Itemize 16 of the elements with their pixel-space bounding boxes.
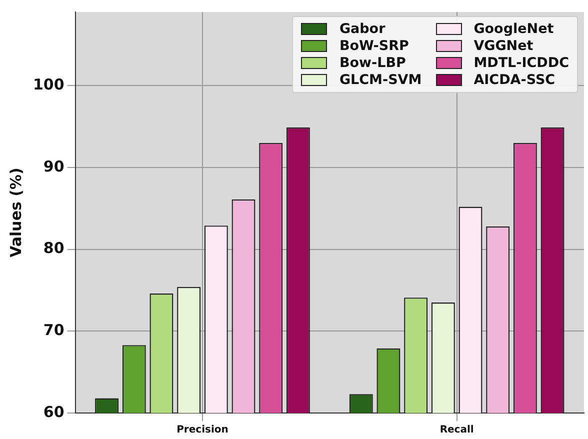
legend-label: GoogleNet [474,21,554,37]
legend-label: MDTL-ICDDC [474,55,569,71]
y-tick-label: 100 [33,76,64,94]
legend-label: AICDA-SSC [474,72,556,88]
legend-label: BoW-SRP [339,38,409,54]
y-tick-label: 90 [43,157,64,176]
y-tick-label: 60 [43,402,64,421]
legend-label: GLCM-SVM [339,72,422,88]
legend-label: Bow-LBP [339,55,406,71]
y-tick-label: 70 [43,321,64,340]
x-tick-label: Precision [176,424,228,436]
y-axis-title: Values (%) [6,168,25,258]
legend-label: VGGNet [474,38,534,54]
y-tick-label: 80 [43,239,64,258]
legend-label: Gabor [339,21,386,37]
x-tick-label: Recall [440,424,474,436]
